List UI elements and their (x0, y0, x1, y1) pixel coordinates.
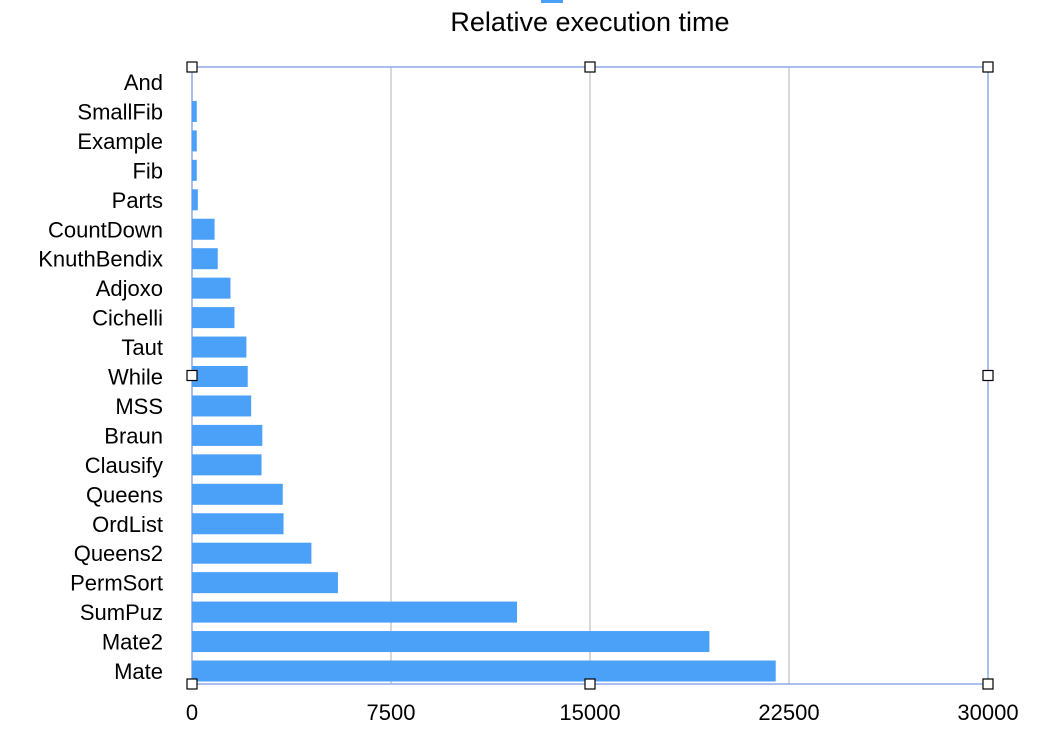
bar-Parts (192, 189, 198, 211)
category-label-KnuthBendix: KnuthBendix (38, 247, 163, 272)
resize-handle-bottom-right[interactable] (982, 678, 994, 690)
category-label-SmallFib: SmallFib (77, 99, 163, 124)
resize-handle-top-left[interactable] (186, 61, 198, 73)
resize-handle-bottom-left[interactable] (186, 678, 198, 690)
bar-Queens2 (192, 542, 312, 564)
bar-Braun (192, 424, 263, 446)
legend-swatch (541, 0, 563, 3)
category-label-Parts: Parts (112, 188, 163, 213)
x-tick-label-3: 22500 (758, 700, 819, 725)
category-label-Braun: Braun (104, 423, 163, 448)
bar-PermSort (192, 572, 338, 594)
category-label-And: And (124, 70, 163, 95)
x-tick-label-4: 30000 (957, 700, 1018, 725)
category-label-Taut: Taut (121, 335, 163, 360)
bar-Taut (192, 336, 247, 358)
bar-Fib (192, 159, 197, 181)
selection-handles[interactable] (186, 61, 994, 690)
category-label-OrdList: OrdList (92, 512, 163, 537)
chart-title: Relative execution time (450, 7, 729, 37)
bar-SmallFib (192, 100, 197, 122)
resize-handle-middle-left[interactable] (186, 369, 198, 382)
bar-Queens (192, 483, 283, 505)
resize-handle-top-middle[interactable] (584, 61, 596, 73)
category-label-Mate2: Mate2 (102, 630, 163, 655)
x-tick-labels: 0 7500 15000 22500 30000 (186, 700, 1019, 725)
bar-Mate2 (192, 631, 710, 653)
bar-Cichelli (192, 307, 235, 329)
bar-OrdList (192, 513, 284, 535)
category-label-Clausify: Clausify (85, 453, 163, 478)
category-label-SumPuz: SumPuz (80, 600, 163, 625)
category-label-PermSort: PermSort (70, 571, 163, 596)
bar-Example (192, 130, 197, 152)
x-tick-label-2: 15000 (559, 700, 620, 725)
gridlines (390, 67, 790, 684)
bar-SumPuz (192, 601, 518, 623)
category-label-Fib: Fib (132, 158, 163, 183)
resize-handle-middle-right[interactable] (982, 369, 994, 382)
category-label-Example: Example (77, 129, 163, 154)
bar-MSS (192, 395, 252, 417)
bar-Clausify (192, 454, 262, 476)
category-labels: And SmallFib Example Fib Parts CountDown Knuth… (38, 70, 163, 684)
category-label-CountDown: CountDown (48, 217, 163, 242)
bar-While (192, 366, 248, 387)
category-label-Mate: Mate (114, 659, 163, 684)
bar-Adjoxo (192, 277, 231, 299)
x-tick-label-0: 0 (186, 700, 198, 725)
resize-handle-top-right[interactable] (982, 61, 994, 73)
category-label-Adjoxo: Adjoxo (96, 276, 163, 301)
category-label-Queens2: Queens2 (74, 541, 163, 566)
category-label-Cichelli: Cichelli (92, 306, 163, 331)
bars (192, 100, 776, 682)
resize-handle-bottom-middle[interactable] (584, 678, 596, 690)
bar-KnuthBendix (192, 248, 218, 270)
bar-CountDown (192, 218, 215, 240)
x-tick-label-1: 7500 (367, 700, 416, 725)
bar-Mate (192, 660, 776, 682)
category-label-Queens: Queens (86, 482, 163, 507)
category-label-While: While (108, 365, 163, 390)
category-label-MSS: MSS (115, 394, 163, 419)
